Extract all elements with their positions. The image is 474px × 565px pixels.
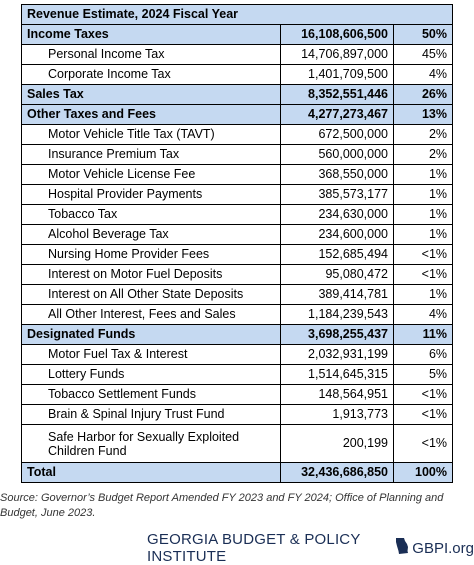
item-percent: 45% bbox=[392, 44, 454, 65]
item-name: Interest on Motor Fuel Deposits bbox=[21, 264, 281, 285]
table-row: Insurance Premium Tax 560,000,000 2% bbox=[21, 144, 454, 165]
section-name: Designated Funds bbox=[21, 324, 281, 345]
item-name: Motor Vehicle License Fee bbox=[21, 164, 281, 185]
item-amount: 368,550,000 bbox=[280, 164, 394, 185]
item-percent: 1% bbox=[392, 284, 454, 305]
item-amount: 95,080,472 bbox=[280, 264, 394, 285]
section-row: Sales Tax 8,352,551,446 26% bbox=[21, 84, 454, 105]
item-amount: 1,514,645,315 bbox=[280, 364, 394, 385]
item-amount: 148,564,951 bbox=[280, 384, 394, 405]
item-percent: <1% bbox=[392, 424, 454, 463]
total-amount: 32,436,686,850 bbox=[280, 462, 394, 483]
item-percent: <1% bbox=[392, 264, 454, 285]
item-percent: <1% bbox=[392, 384, 454, 405]
item-amount: 14,706,897,000 bbox=[280, 44, 394, 65]
item-percent: <1% bbox=[392, 244, 454, 265]
item-percent: <1% bbox=[392, 404, 454, 425]
table-row: Brain & Spinal Injury Trust Fund 1,913,77… bbox=[21, 404, 454, 425]
item-percent: 6% bbox=[392, 344, 454, 365]
table-title: Revenue Estimate, 2024 Fiscal Year bbox=[20, 4, 454, 25]
item-percent: 4% bbox=[392, 304, 454, 325]
section-percent: 50% bbox=[392, 24, 454, 45]
table-row: Tobacco Tax 234,630,000 1% bbox=[21, 204, 454, 225]
table-row: Corporate Income Tax 1,401,709,500 4% bbox=[21, 64, 454, 85]
section-row: Income Taxes 16,108,606,500 50% bbox=[21, 24, 454, 45]
table-row: Nursing Home Provider Fees 152,685,494 <1% bbox=[21, 244, 454, 265]
item-amount: 1,184,239,543 bbox=[280, 304, 394, 325]
item-amount: 385,573,177 bbox=[280, 184, 394, 205]
item-name: Hospital Provider Payments bbox=[21, 184, 281, 205]
section-percent: 11% bbox=[392, 324, 454, 345]
item-amount: 234,630,000 bbox=[280, 204, 394, 225]
table-row: Interest on All Other State Deposits 389,… bbox=[21, 284, 454, 305]
item-amount: 234,600,000 bbox=[280, 224, 394, 245]
item-name: Insurance Premium Tax bbox=[21, 144, 281, 165]
table-row: Hospital Provider Payments 385,573,177 1% bbox=[21, 184, 454, 205]
item-name: Tobacco Tax bbox=[21, 204, 281, 225]
item-percent: 2% bbox=[392, 124, 454, 145]
total-label: Total bbox=[21, 462, 281, 483]
item-name: Motor Vehicle Title Tax (TAVT) bbox=[21, 124, 281, 145]
item-name: Tobacco Settlement Funds bbox=[21, 384, 281, 405]
item-name: Corporate Income Tax bbox=[21, 64, 281, 85]
item-amount: 152,685,494 bbox=[280, 244, 394, 265]
item-percent: 1% bbox=[392, 184, 454, 205]
section-amount: 4,277,273,467 bbox=[280, 104, 394, 125]
org-name: GEORGIA BUDGET & POLICY INSTITUTE bbox=[147, 531, 361, 565]
table-row: Tobacco Settlement Funds 148,564,951 <1% bbox=[21, 384, 454, 405]
table-row: Motor Vehicle License Fee 368,550,000 1% bbox=[21, 164, 454, 185]
item-percent: 4% bbox=[392, 64, 454, 85]
item-amount: 1,401,709,500 bbox=[280, 64, 394, 85]
source-note: Source: Governor’s Budget Report Amended… bbox=[0, 492, 444, 519]
item-percent: 1% bbox=[392, 224, 454, 245]
table-row: Motor Fuel Tax & Interest 2,032,931,199 6% bbox=[21, 344, 454, 365]
section-row: Designated Funds 3,698,255,437 11% bbox=[21, 324, 454, 345]
item-name: Motor Fuel Tax & Interest bbox=[21, 344, 281, 365]
footer-branding: GEORGIA BUDGET & POLICY INSTITUTE GBPI.o… bbox=[147, 531, 474, 565]
section-name: Income Taxes bbox=[21, 24, 281, 45]
item-amount: 200,199 bbox=[280, 424, 394, 463]
item-amount: 1,913,773 bbox=[280, 404, 394, 425]
table-row: Alcohol Beverage Tax 234,600,000 1% bbox=[21, 224, 454, 245]
item-name: All Other Interest, Fees and Sales bbox=[21, 304, 281, 325]
section-name: Sales Tax bbox=[21, 84, 281, 105]
item-percent: 2% bbox=[392, 144, 454, 165]
org-website: GBPI.org bbox=[412, 539, 474, 557]
revenue-table-container: Revenue Estimate, 2024 Fiscal Year Incom… bbox=[20, 4, 454, 483]
item-amount: 389,414,781 bbox=[280, 284, 394, 305]
section-percent: 26% bbox=[392, 84, 454, 105]
item-amount: 560,000,000 bbox=[280, 144, 394, 165]
item-amount: 2,032,931,199 bbox=[280, 344, 394, 365]
georgia-state-icon bbox=[395, 537, 409, 559]
table-row: Lottery Funds 1,514,645,315 5% bbox=[21, 364, 454, 385]
table-row: All Other Interest, Fees and Sales 1,184,… bbox=[21, 304, 454, 325]
total-percent: 100% bbox=[392, 462, 454, 483]
section-amount: 16,108,606,500 bbox=[280, 24, 394, 45]
item-amount: 672,500,000 bbox=[280, 124, 394, 145]
section-percent: 13% bbox=[392, 104, 454, 125]
section-amount: 8,352,551,446 bbox=[280, 84, 394, 105]
item-name: Interest on All Other State Deposits bbox=[21, 284, 281, 305]
item-percent: 5% bbox=[392, 364, 454, 385]
item-name: Alcohol Beverage Tax bbox=[21, 224, 281, 245]
section-name: Other Taxes and Fees bbox=[21, 104, 281, 125]
revenue-table: Revenue Estimate, 2024 Fiscal Year Incom… bbox=[20, 4, 454, 483]
item-name: Personal Income Tax bbox=[21, 44, 281, 65]
total-row: Total 32,436,686,850 100% bbox=[21, 462, 454, 483]
table-row: Interest on Motor Fuel Deposits 95,080,47… bbox=[21, 264, 454, 285]
section-row: Other Taxes and Fees 4,277,273,467 13% bbox=[21, 104, 454, 125]
section-amount: 3,698,255,437 bbox=[280, 324, 394, 345]
table-row: Motor Vehicle Title Tax (TAVT) 672,500,00… bbox=[21, 124, 454, 145]
item-name: Safe Harbor for Sexually Exploited Child… bbox=[21, 424, 281, 463]
item-percent: 1% bbox=[392, 164, 454, 185]
table-row: Safe Harbor for Sexually Exploited Child… bbox=[21, 424, 454, 463]
item-name: Lottery Funds bbox=[21, 364, 281, 385]
item-percent: 1% bbox=[392, 204, 454, 225]
table-row: Personal Income Tax 14,706,897,000 45% bbox=[21, 44, 454, 65]
item-name: Brain & Spinal Injury Trust Fund bbox=[21, 404, 281, 425]
table-title-row: Revenue Estimate, 2024 Fiscal Year bbox=[20, 4, 454, 25]
item-name: Nursing Home Provider Fees bbox=[21, 244, 281, 265]
